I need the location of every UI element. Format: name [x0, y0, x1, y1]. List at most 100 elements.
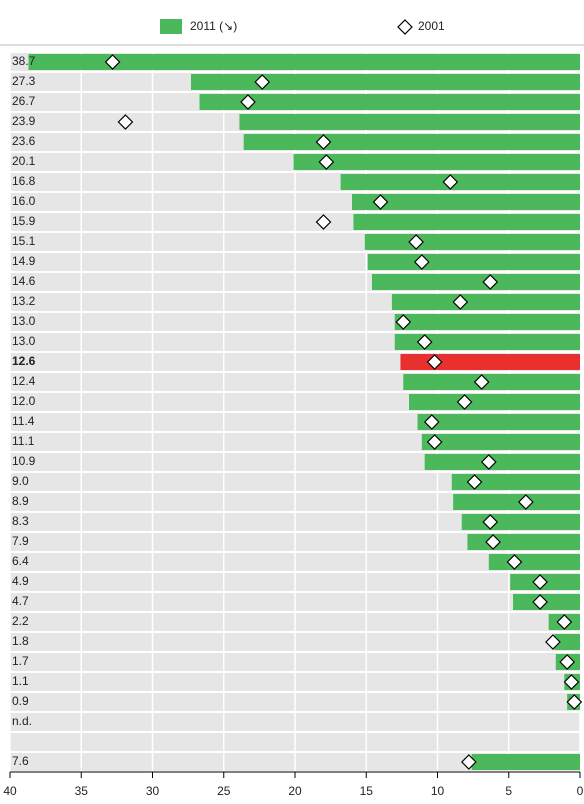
value-label: 16.0 — [12, 194, 36, 208]
marker-2001 — [426, 434, 443, 450]
value-label: 6.4 — [12, 554, 29, 568]
value-label: 16.8 — [12, 174, 36, 188]
value-label: 4.7 — [12, 594, 29, 608]
legend-label: 2011 (↘) — [190, 19, 237, 33]
marker-2001 — [532, 594, 548, 610]
marker-2001 — [556, 614, 573, 630]
value-label: 13.2 — [12, 294, 36, 308]
value-label: 26.7 — [12, 94, 36, 108]
value-label: 1.7 — [12, 654, 29, 668]
bar — [421, 434, 580, 450]
value-label: 1.8 — [12, 634, 29, 648]
value-label: 14.6 — [12, 274, 36, 288]
value-label: 11.1 — [12, 434, 35, 448]
bar — [424, 454, 580, 470]
value-label: 23.9 — [12, 114, 36, 128]
bar — [243, 134, 580, 150]
bar — [467, 534, 580, 550]
marker-2001 — [104, 54, 121, 70]
bar — [461, 514, 580, 530]
legend-label: 2001 — [418, 19, 445, 33]
value-label: 4.9 — [12, 574, 29, 588]
value-label: 13.0 — [12, 314, 36, 328]
marker-2001 — [485, 534, 501, 550]
marker-2001 — [482, 274, 499, 290]
value-label: 9.0 — [12, 474, 29, 488]
bar — [199, 94, 580, 110]
marker-2001 — [532, 574, 548, 590]
x-tick-label: 20 — [288, 784, 302, 798]
marker-2001 — [466, 474, 483, 490]
value-label: 27.3 — [12, 74, 36, 88]
bar — [391, 294, 580, 310]
x-tick-label: 0 — [577, 784, 584, 798]
marker-2001 — [318, 154, 335, 170]
bar — [453, 494, 580, 510]
value-label: 12.4 — [12, 374, 36, 388]
value-label: 20.1 — [12, 154, 36, 168]
marker-2001 — [461, 754, 477, 770]
bar — [28, 54, 580, 70]
marker-2001 — [254, 74, 271, 90]
value-label: 1.1 — [12, 674, 29, 688]
marker-2001 — [480, 454, 497, 470]
bar — [409, 394, 580, 410]
bar — [403, 374, 580, 390]
value-label: 10.9 — [12, 454, 36, 468]
value-label: 2.2 — [12, 614, 29, 628]
marker-2001 — [315, 214, 332, 230]
marker-2001 — [506, 554, 523, 570]
marker-2001 — [423, 414, 440, 430]
bar — [394, 314, 580, 330]
bar — [293, 154, 580, 170]
x-tick-label: 40 — [3, 784, 17, 798]
marker-2001 — [563, 674, 580, 690]
value-label: 0.9 — [12, 694, 29, 708]
bar — [371, 274, 580, 290]
x-tick-label: 30 — [146, 784, 160, 798]
bar — [471, 754, 580, 770]
bar — [367, 254, 580, 270]
bar — [353, 214, 580, 230]
value-label: 8.3 — [12, 514, 29, 528]
value-label: 12.6 — [12, 354, 36, 368]
bar — [488, 554, 580, 570]
marker-2001 — [442, 174, 459, 190]
marker-2001 — [315, 134, 332, 150]
bar — [417, 414, 580, 430]
marker-2001 — [395, 314, 412, 330]
bar — [340, 174, 580, 190]
marker-2001 — [482, 514, 499, 530]
bar — [364, 234, 580, 250]
x-tick-label: 5 — [505, 784, 512, 798]
bar — [352, 194, 580, 210]
x-tick-label: 25 — [217, 784, 231, 798]
value-label: 7.6 — [12, 754, 29, 768]
marker-2001 — [566, 694, 583, 710]
value-label: 7.9 — [12, 534, 29, 548]
marker-2001 — [426, 354, 443, 370]
bar — [554, 634, 580, 650]
bar — [239, 114, 581, 130]
marker-2001 — [416, 334, 433, 350]
marker-2001 — [117, 114, 134, 130]
value-label: 11.4 — [12, 414, 35, 428]
legend-swatch — [160, 19, 182, 34]
marker-2001 — [240, 94, 256, 110]
marker-2001 — [456, 394, 473, 410]
marker-2001 — [408, 234, 424, 250]
marker-2001 — [545, 634, 561, 650]
value-label: 12.0 — [12, 394, 36, 408]
value-label: 23.6 — [12, 134, 36, 148]
value-label: 8.9 — [12, 494, 29, 508]
bar — [400, 354, 580, 370]
x-tick-label: 15 — [360, 784, 374, 798]
x-tick-label: 10 — [431, 784, 445, 798]
marker-2001 — [372, 194, 389, 210]
marker-2001 — [518, 494, 534, 510]
marker-2001 — [452, 294, 469, 310]
value-label: n.d. — [12, 714, 32, 728]
value-label: 15.9 — [12, 214, 36, 228]
bar — [190, 74, 580, 90]
